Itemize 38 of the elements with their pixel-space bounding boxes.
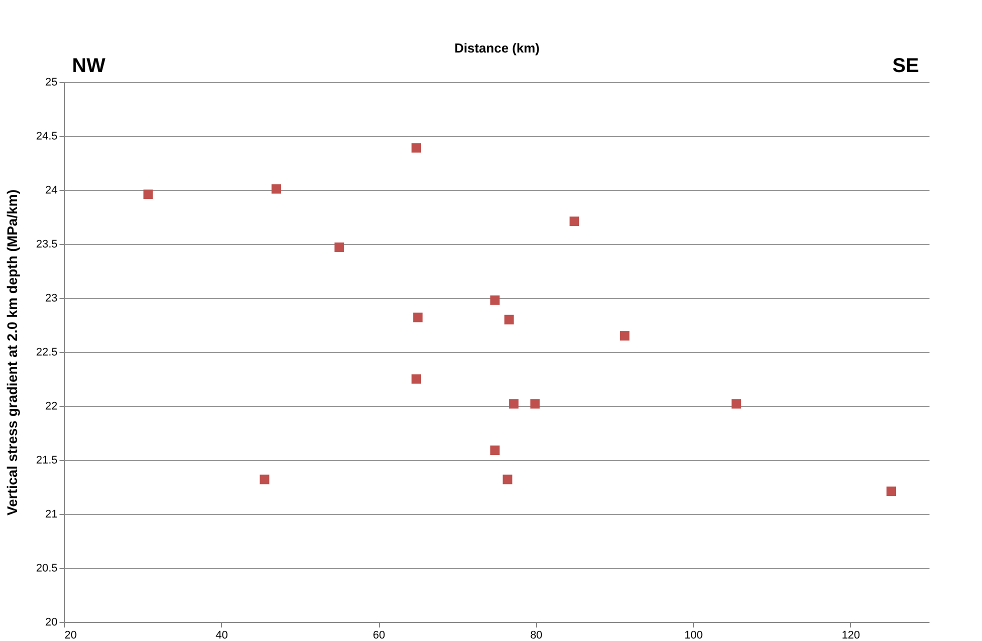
text: NW — [72, 55, 106, 77]
point — [412, 143, 422, 153]
x-tick-label: 120 — [842, 630, 860, 641]
point — [143, 190, 153, 200]
point — [530, 399, 540, 409]
y-tick-label: 24 — [45, 184, 58, 196]
x-tick-label: 100 — [684, 630, 703, 641]
point — [490, 446, 500, 456]
y-tick-label: 23 — [45, 292, 58, 304]
point — [260, 474, 270, 484]
point — [732, 399, 742, 409]
point — [412, 374, 422, 384]
x-axis-title: Distance (km) — [454, 40, 540, 56]
y-tick-label: 21.5 — [36, 454, 58, 466]
point — [570, 216, 580, 226]
y-tick-label: 23.5 — [36, 238, 58, 250]
y-tick-label: 25 — [45, 76, 58, 88]
point — [334, 242, 344, 252]
point — [490, 295, 500, 305]
y-tick-label: 21 — [45, 508, 58, 520]
y-tick-label: 22 — [45, 400, 58, 412]
point — [502, 474, 512, 484]
x-tick-label: 20 — [64, 630, 77, 641]
y-tick-label: 20 — [45, 616, 58, 628]
point — [413, 312, 423, 322]
point — [504, 314, 514, 324]
point — [620, 331, 630, 341]
x-tick-label: 60 — [372, 630, 386, 641]
y-axis-title: Vertical stress gradient at 2.0 km depth (MPa/km) — [4, 189, 20, 516]
point — [509, 399, 519, 409]
text: SE — [892, 55, 919, 77]
y-tick-label: 20.5 — [36, 562, 58, 574]
x-tick-label: 80 — [530, 630, 542, 641]
x-tick-label: 40 — [216, 630, 228, 641]
point — [886, 486, 896, 496]
y-tick-label: 22.5 — [36, 346, 58, 358]
point — [272, 184, 282, 194]
y-tick-label: 24.5 — [36, 130, 58, 142]
